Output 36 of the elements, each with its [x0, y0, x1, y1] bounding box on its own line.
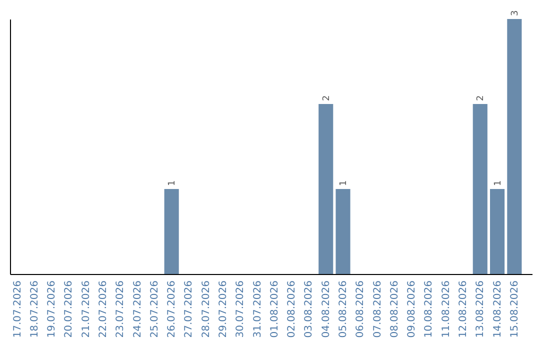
x-tick-label: 22.07.2026 — [98, 280, 109, 338]
data-label: 1 — [168, 180, 178, 186]
x-tick-label: 13.08.2026 — [475, 280, 486, 338]
x-tick-label: 09.08.2026 — [406, 280, 418, 338]
x-tick-label: 27.07.2026 — [184, 280, 195, 338]
x-tick-label: 04.08.2026 — [320, 280, 332, 338]
x-tick-label: 14.08.2026 — [492, 280, 504, 338]
x-tick-label: 12.08.2026 — [458, 280, 469, 338]
x-tick-label: 25.07.2026 — [149, 280, 160, 338]
x-tick-label: 30.07.2026 — [235, 280, 246, 338]
x-tick-label: 03.08.2026 — [304, 280, 315, 338]
x-tick-label: 19.07.2026 — [46, 280, 58, 338]
x-tick-label: 05.08.2026 — [338, 280, 349, 338]
data-label: 1 — [339, 180, 349, 186]
x-tick-label: 07.08.2026 — [372, 280, 384, 338]
x-tick-label: 08.08.2026 — [389, 280, 400, 338]
x-tick-label: 28.07.2026 — [200, 280, 212, 338]
x-tick-label: 20.07.2026 — [64, 280, 75, 338]
x-tick-label: 21.07.2026 — [80, 280, 92, 338]
x-tick-label: 18.07.2026 — [29, 280, 40, 338]
data-label: 3 — [510, 10, 520, 16]
x-tick-label: 26.07.2026 — [166, 280, 178, 338]
x-tick-label: 23.07.2026 — [115, 280, 126, 338]
x-tick-label: 02.08.2026 — [286, 280, 298, 338]
x-tick-label: 24.07.2026 — [132, 280, 144, 338]
x-tick-label: 06.08.2026 — [355, 280, 366, 338]
x-tick-label: 29.07.2026 — [218, 280, 229, 338]
data-label: 1 — [493, 180, 504, 186]
x-tick-label: 01.08.2026 — [269, 280, 280, 338]
x-tick-label: 10.08.2026 — [424, 280, 435, 338]
x-tick-label: 17.07.2026 — [12, 280, 24, 338]
x-tick-label: 15.08.2026 — [509, 280, 520, 338]
data-label: 2 — [476, 95, 486, 101]
x-tick-label: 11.08.2026 — [440, 280, 452, 338]
x-tick-label: 31.07.2026 — [252, 280, 264, 338]
data-label: 2 — [322, 95, 332, 101]
